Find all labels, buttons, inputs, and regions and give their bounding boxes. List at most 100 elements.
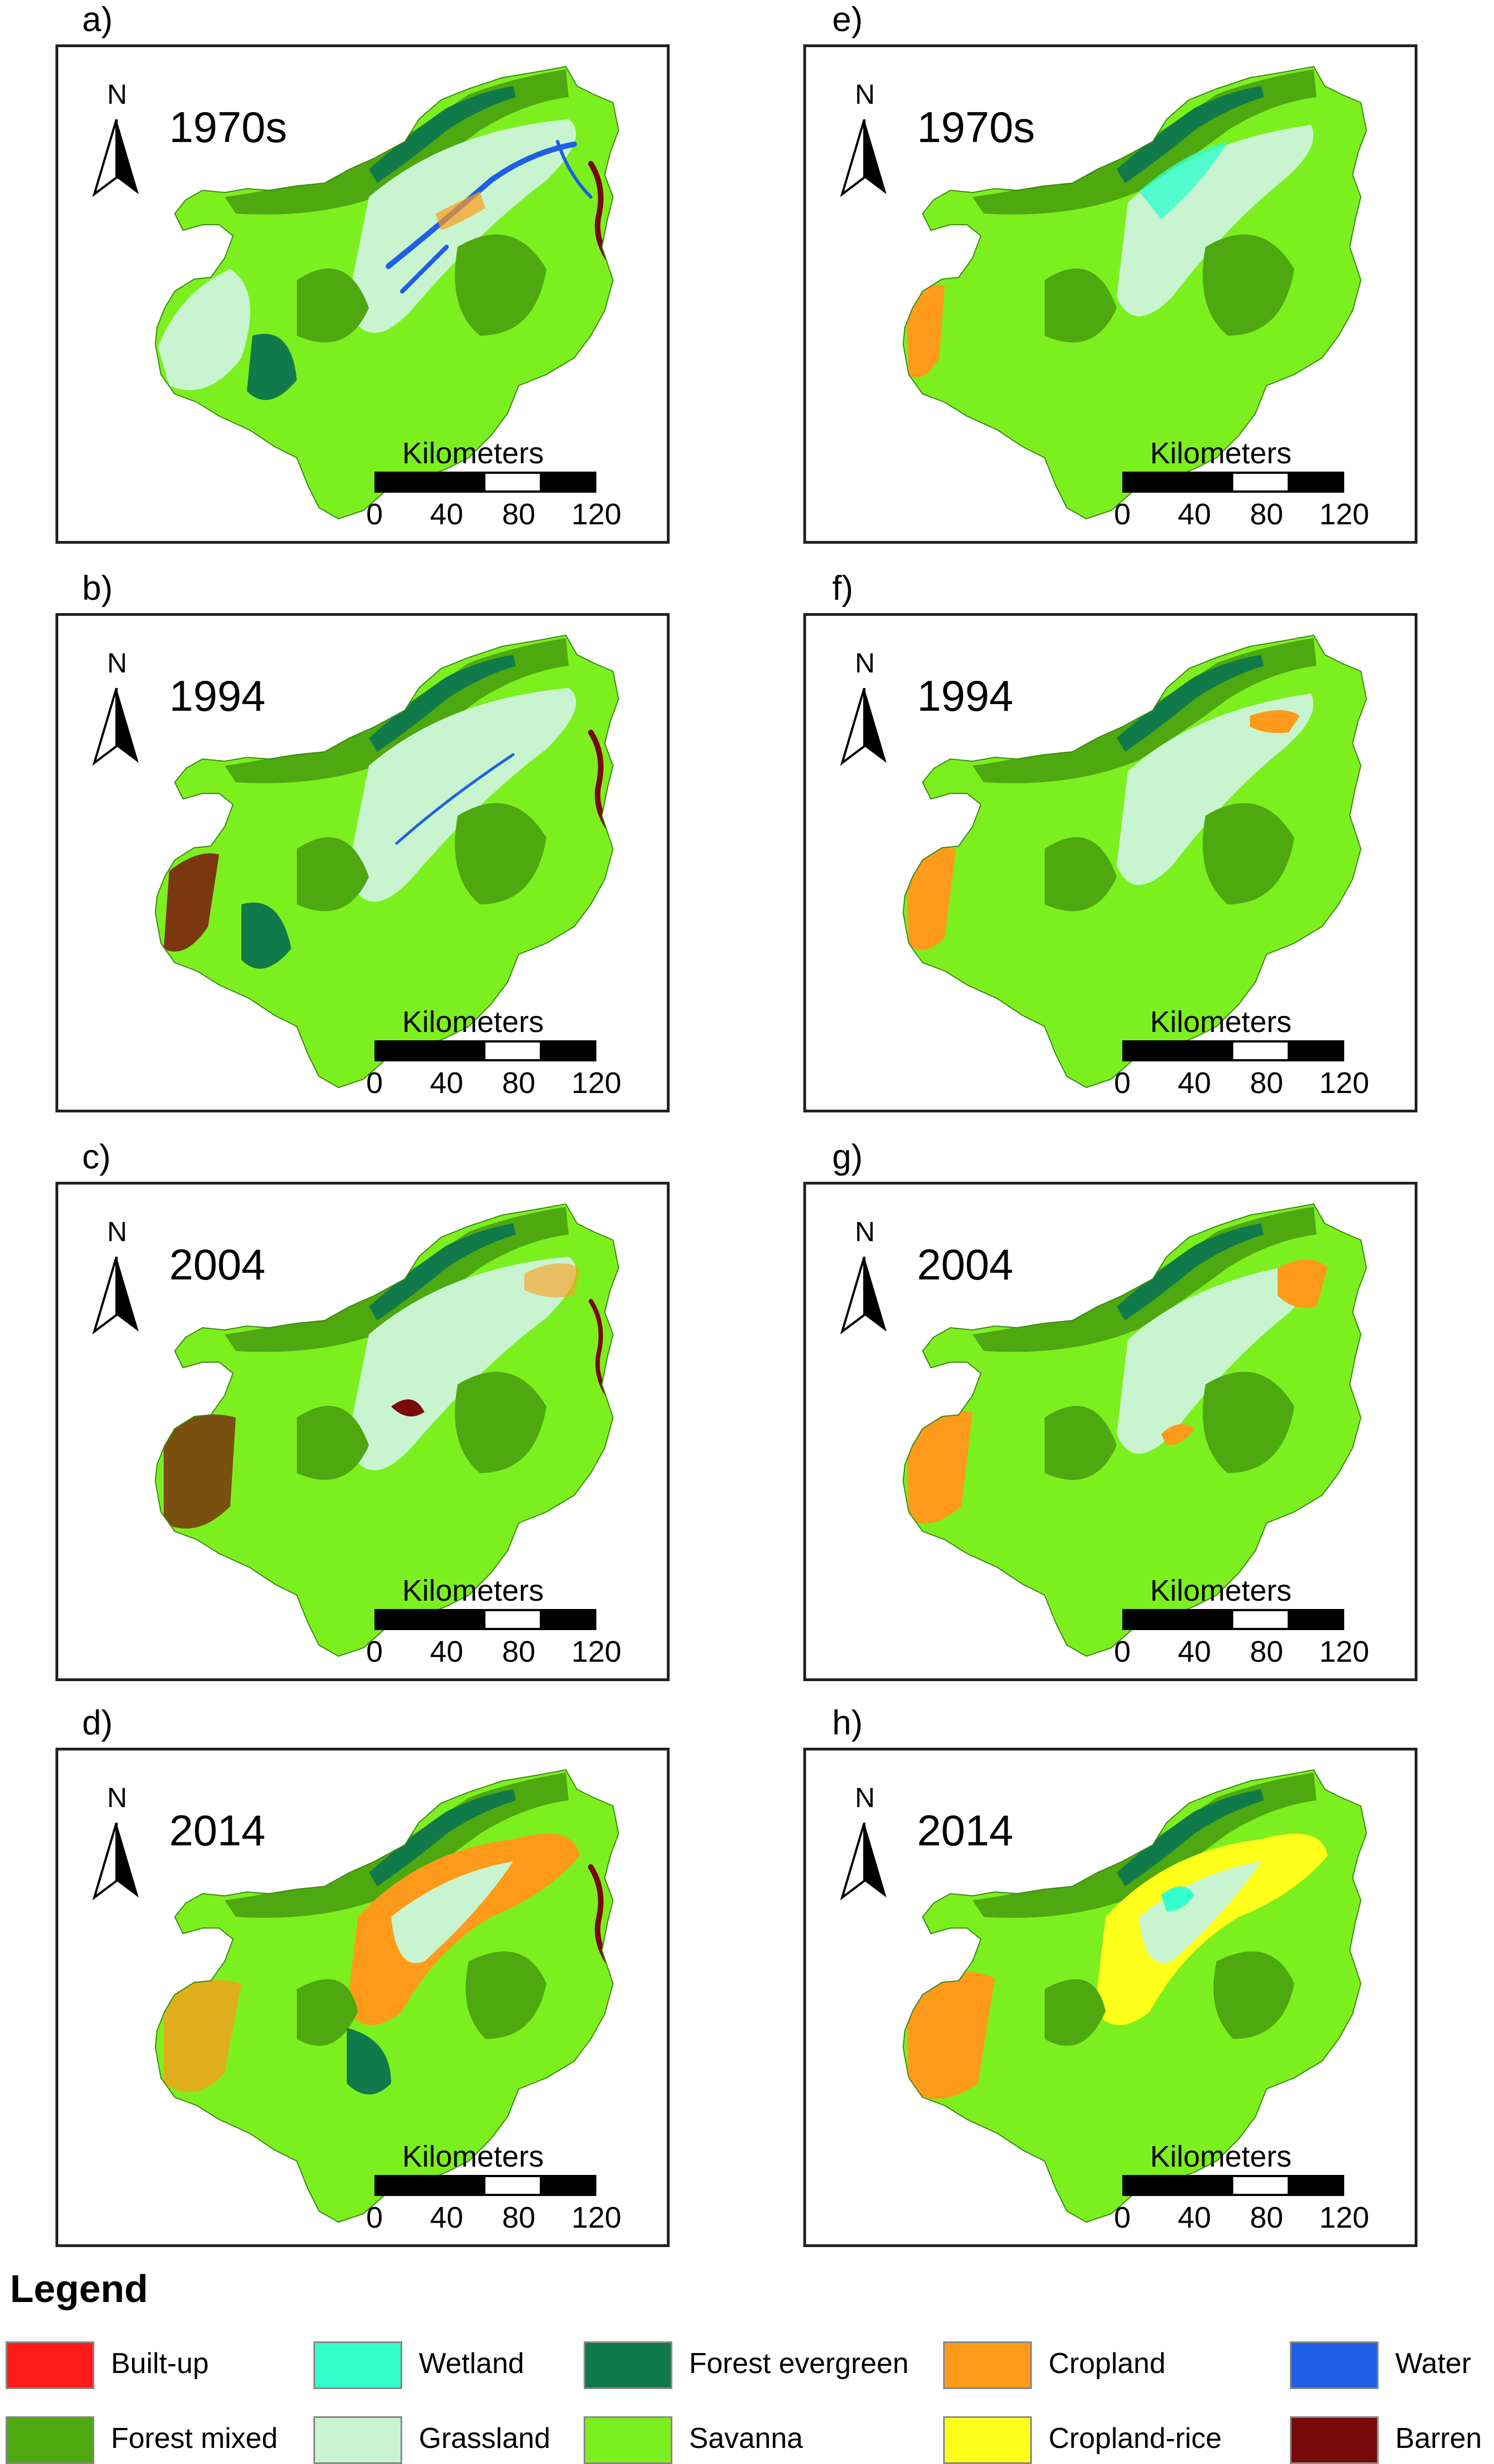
scale-bar-title: Kilometers [1150,1005,1292,1039]
land-cover-patch [455,234,546,336]
scale-bar: Kilometers 0 40 80 120 [366,1576,657,1670]
land-cover-patch [347,2028,391,2094]
scale-bar-segment [540,2177,594,2194]
scale-bar-segment [431,2177,485,2194]
land-cover-patch [906,1971,995,2099]
legend-label: Forest evergreen [689,2347,909,2380]
north-arrow-icon [840,1257,887,1334]
land-cover-patch [906,1411,973,1524]
scale-tick-label: 80 [1249,498,1284,531]
scale-bar-segments [374,1609,596,1630]
year-label: 1970s [917,103,1035,151]
north-arrow: N [92,649,141,766]
north-arrow: N [839,1218,889,1334]
land-cover-patch [435,191,485,230]
scale-bar-segment [1125,474,1179,490]
basin-outline [154,1203,620,1657]
map-panel-f: N 1994 Kilometers 0 40 80 120 [803,613,1417,1112]
scale-bar: Kilometers 0 40 80 120 [1114,1005,1405,1101]
scale-bar-segment [377,1043,431,1059]
land-cover-patch [1203,1372,1294,1473]
year-label: 1994 [169,671,266,720]
panel-label-d: d) [82,1704,113,1742]
land-cover-patch [347,1257,576,1470]
scale-bar-segment [377,2177,431,2194]
scale-bar-title: Kilometers [1150,437,1292,470]
land-cover-patch [556,140,592,199]
north-arrow-icon [840,688,887,766]
scale-tick-label: 40 [1177,1066,1212,1100]
legend-label: Forest mixed [111,2422,278,2455]
scale-bar-segments [1122,1609,1344,1630]
scale-tick-label: 80 [502,2201,536,2234]
scale-bar-segment [1288,474,1342,490]
scale-bar-segments [374,2175,596,2196]
scale-bar-segment [485,1611,540,1628]
panel-label-b: b) [82,569,113,608]
north-arrow: N [839,649,889,766]
scale-tick-label: 0 [1113,2201,1131,2234]
land-cover-patch [524,1263,580,1298]
land-cover-patch [241,902,291,969]
scale-tick-label: 120 [1319,498,1370,531]
land-cover-patch [395,753,515,845]
scale-tick-label: 120 [571,498,622,531]
land-cover-patch [1139,141,1228,219]
north-arrow-label: N [107,1782,128,1813]
scale-tick-label: 120 [1319,2201,1370,2234]
scale-tick-label: 80 [502,1635,536,1668]
panel-label-e: e) [832,1,863,39]
scale-bar-segment [431,1611,485,1628]
basin-map [154,634,620,1089]
north-arrow-label: N [107,647,128,679]
north-arrow-icon [92,119,139,197]
legend-swatch [6,2416,94,2464]
north-arrow: N [92,1784,141,1900]
legend-label: Water [1395,2347,1471,2380]
land-cover-patch [1161,1886,1194,1911]
land-cover-patch [297,1979,358,2046]
scale-bar-segments [374,1040,596,1061]
north-arrow-label: N [855,1216,875,1247]
scale-bar-segment [431,474,485,490]
scale-tick-label: 0 [366,2201,383,2234]
north-arrow-label: N [855,647,875,679]
land-cover-patch [297,268,369,343]
north-arrow: N [839,80,889,197]
scale-tick-label: 80 [502,1066,536,1100]
land-cover-patch [906,848,956,950]
scale-bar-segments [1122,1040,1344,1061]
scale-bar-segment [1179,474,1233,490]
land-cover-patch [164,1980,241,2092]
scale-bar: Kilometers 0 40 80 120 [366,2142,657,2236]
forest-evergreen-belt [369,1789,516,1886]
land-cover-patch [391,1399,424,1416]
basin-outline [902,1203,1368,1657]
scale-bar-segment [377,474,431,490]
scale-bar-segment [1179,1043,1233,1059]
land-cover-patch [1278,1259,1328,1308]
basin-map [902,634,1368,1089]
legend-title: Legend [10,2267,148,2310]
forest-evergreen-belt [1117,655,1264,752]
land-cover-patch [589,1299,610,1398]
panel-label-g: g) [832,1138,863,1176]
scale-tick-label: 40 [429,1066,464,1100]
forest-evergreen-belt [369,86,516,183]
legend-label: Barren [1395,2422,1482,2455]
land-cover-patch [347,119,576,333]
basin-outline [902,1769,1368,2223]
land-cover-patch [1203,234,1294,336]
panel-label-a: a) [82,1,113,39]
scale-tick-label: 80 [1249,2201,1284,2234]
land-cover-patch [347,1834,580,2025]
scale-bar-segments [1122,2175,1344,2196]
north-arrow-label: N [107,79,128,110]
land-cover-patch [1045,1979,1106,2046]
legend-swatch [1290,2416,1379,2464]
scale-bar-segment [1179,1611,1233,1628]
basin-outline [902,65,1368,520]
panel-label-c: c) [82,1138,111,1176]
north-arrow-icon [840,119,887,197]
legend-swatch [943,2341,1032,2389]
